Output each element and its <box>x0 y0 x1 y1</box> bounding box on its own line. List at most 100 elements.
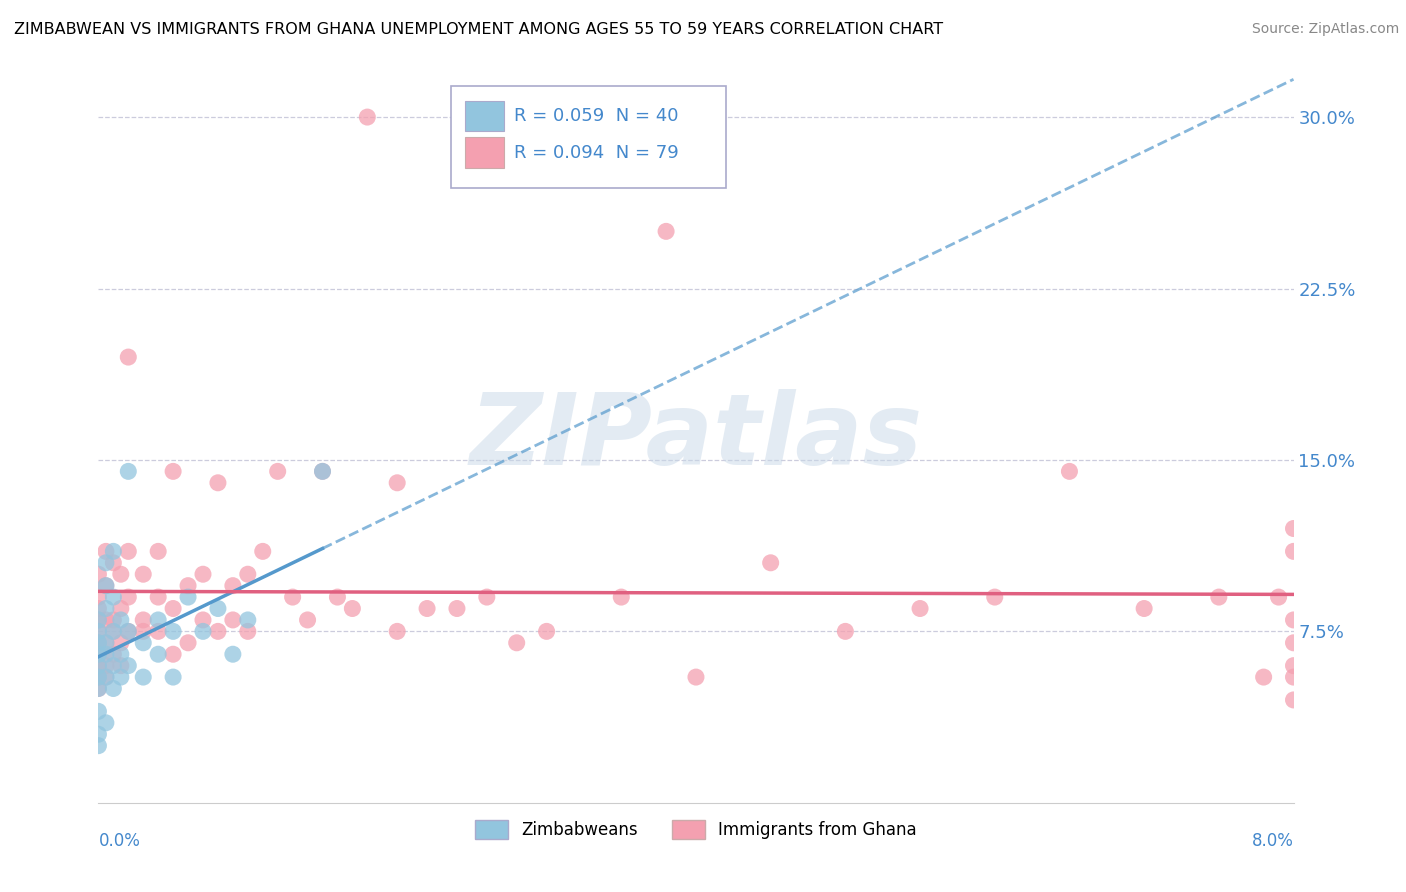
Point <box>536 624 558 639</box>
Point <box>1208 590 1230 604</box>
Point <box>87 624 110 639</box>
Point <box>110 613 132 627</box>
Point <box>94 601 117 615</box>
Point <box>110 670 132 684</box>
Point <box>94 556 117 570</box>
Point <box>132 624 155 639</box>
Point <box>87 727 110 741</box>
Point <box>148 544 170 558</box>
Point <box>94 658 117 673</box>
Point <box>94 636 117 650</box>
Point <box>281 590 304 604</box>
FancyBboxPatch shape <box>465 137 503 168</box>
Point <box>87 613 110 627</box>
Point <box>1282 613 1305 627</box>
Point <box>94 579 117 593</box>
Point <box>191 624 214 639</box>
Point <box>103 658 125 673</box>
Point <box>103 681 125 696</box>
Point <box>87 613 110 627</box>
Point <box>1282 636 1305 650</box>
Point <box>94 647 117 661</box>
Point <box>1282 670 1305 684</box>
Point <box>311 464 333 478</box>
Point <box>87 647 110 661</box>
Point <box>475 590 498 604</box>
Point <box>132 670 155 684</box>
Point <box>236 613 259 627</box>
Point <box>94 670 117 684</box>
Point <box>162 624 184 639</box>
Point <box>87 567 110 582</box>
Point <box>385 475 409 490</box>
Point <box>162 647 184 661</box>
Point <box>297 613 319 627</box>
Point <box>87 681 110 696</box>
Point <box>908 601 931 615</box>
Point <box>207 601 229 615</box>
Point <box>103 624 125 639</box>
Text: R = 0.094  N = 79: R = 0.094 N = 79 <box>515 144 679 161</box>
Point <box>87 647 110 661</box>
Point <box>148 647 170 661</box>
Point <box>117 350 139 364</box>
Text: Source: ZipAtlas.com: Source: ZipAtlas.com <box>1251 22 1399 37</box>
Point <box>110 636 132 650</box>
Point <box>1253 670 1275 684</box>
Point <box>162 464 184 478</box>
Point <box>110 601 132 615</box>
Point <box>117 658 139 673</box>
Point <box>103 544 125 558</box>
Point <box>94 636 117 650</box>
Point <box>94 715 117 730</box>
Point <box>87 636 110 650</box>
Point <box>87 739 110 753</box>
Point <box>1282 521 1305 535</box>
Point <box>117 624 139 639</box>
Point <box>1282 544 1305 558</box>
Point <box>87 670 110 684</box>
Point <box>110 567 132 582</box>
Point <box>342 601 364 615</box>
Point <box>94 579 117 593</box>
Point <box>117 544 139 558</box>
Point <box>236 567 259 582</box>
Point <box>132 613 155 627</box>
Point <box>191 567 214 582</box>
Point <box>759 556 782 570</box>
Point <box>87 670 110 684</box>
Point <box>177 636 200 650</box>
Point <box>87 658 110 673</box>
Point <box>177 590 200 604</box>
Point <box>222 613 245 627</box>
Point <box>110 647 132 661</box>
Point <box>132 636 155 650</box>
Point <box>87 624 110 639</box>
Point <box>1267 590 1289 604</box>
Point <box>94 544 117 558</box>
Point <box>87 590 110 604</box>
Point <box>685 670 707 684</box>
Point <box>148 613 170 627</box>
Point <box>110 658 132 673</box>
Point <box>222 647 245 661</box>
Point <box>416 601 439 615</box>
Text: ZIMBABWEAN VS IMMIGRANTS FROM GHANA UNEMPLOYMENT AMONG AGES 55 TO 59 YEARS CORRE: ZIMBABWEAN VS IMMIGRANTS FROM GHANA UNEM… <box>14 22 943 37</box>
Point <box>252 544 274 558</box>
Point <box>984 590 1007 604</box>
Point <box>1282 658 1305 673</box>
Point <box>87 636 110 650</box>
Point <box>148 624 170 639</box>
Point <box>207 624 229 639</box>
Point <box>162 670 184 684</box>
Point <box>655 224 678 238</box>
Point <box>267 464 290 478</box>
Point <box>326 590 349 604</box>
Point <box>191 613 214 627</box>
Point <box>103 624 125 639</box>
Point <box>132 567 155 582</box>
Point <box>94 670 117 684</box>
Point <box>834 624 856 639</box>
Point <box>506 636 529 650</box>
Point <box>148 590 170 604</box>
